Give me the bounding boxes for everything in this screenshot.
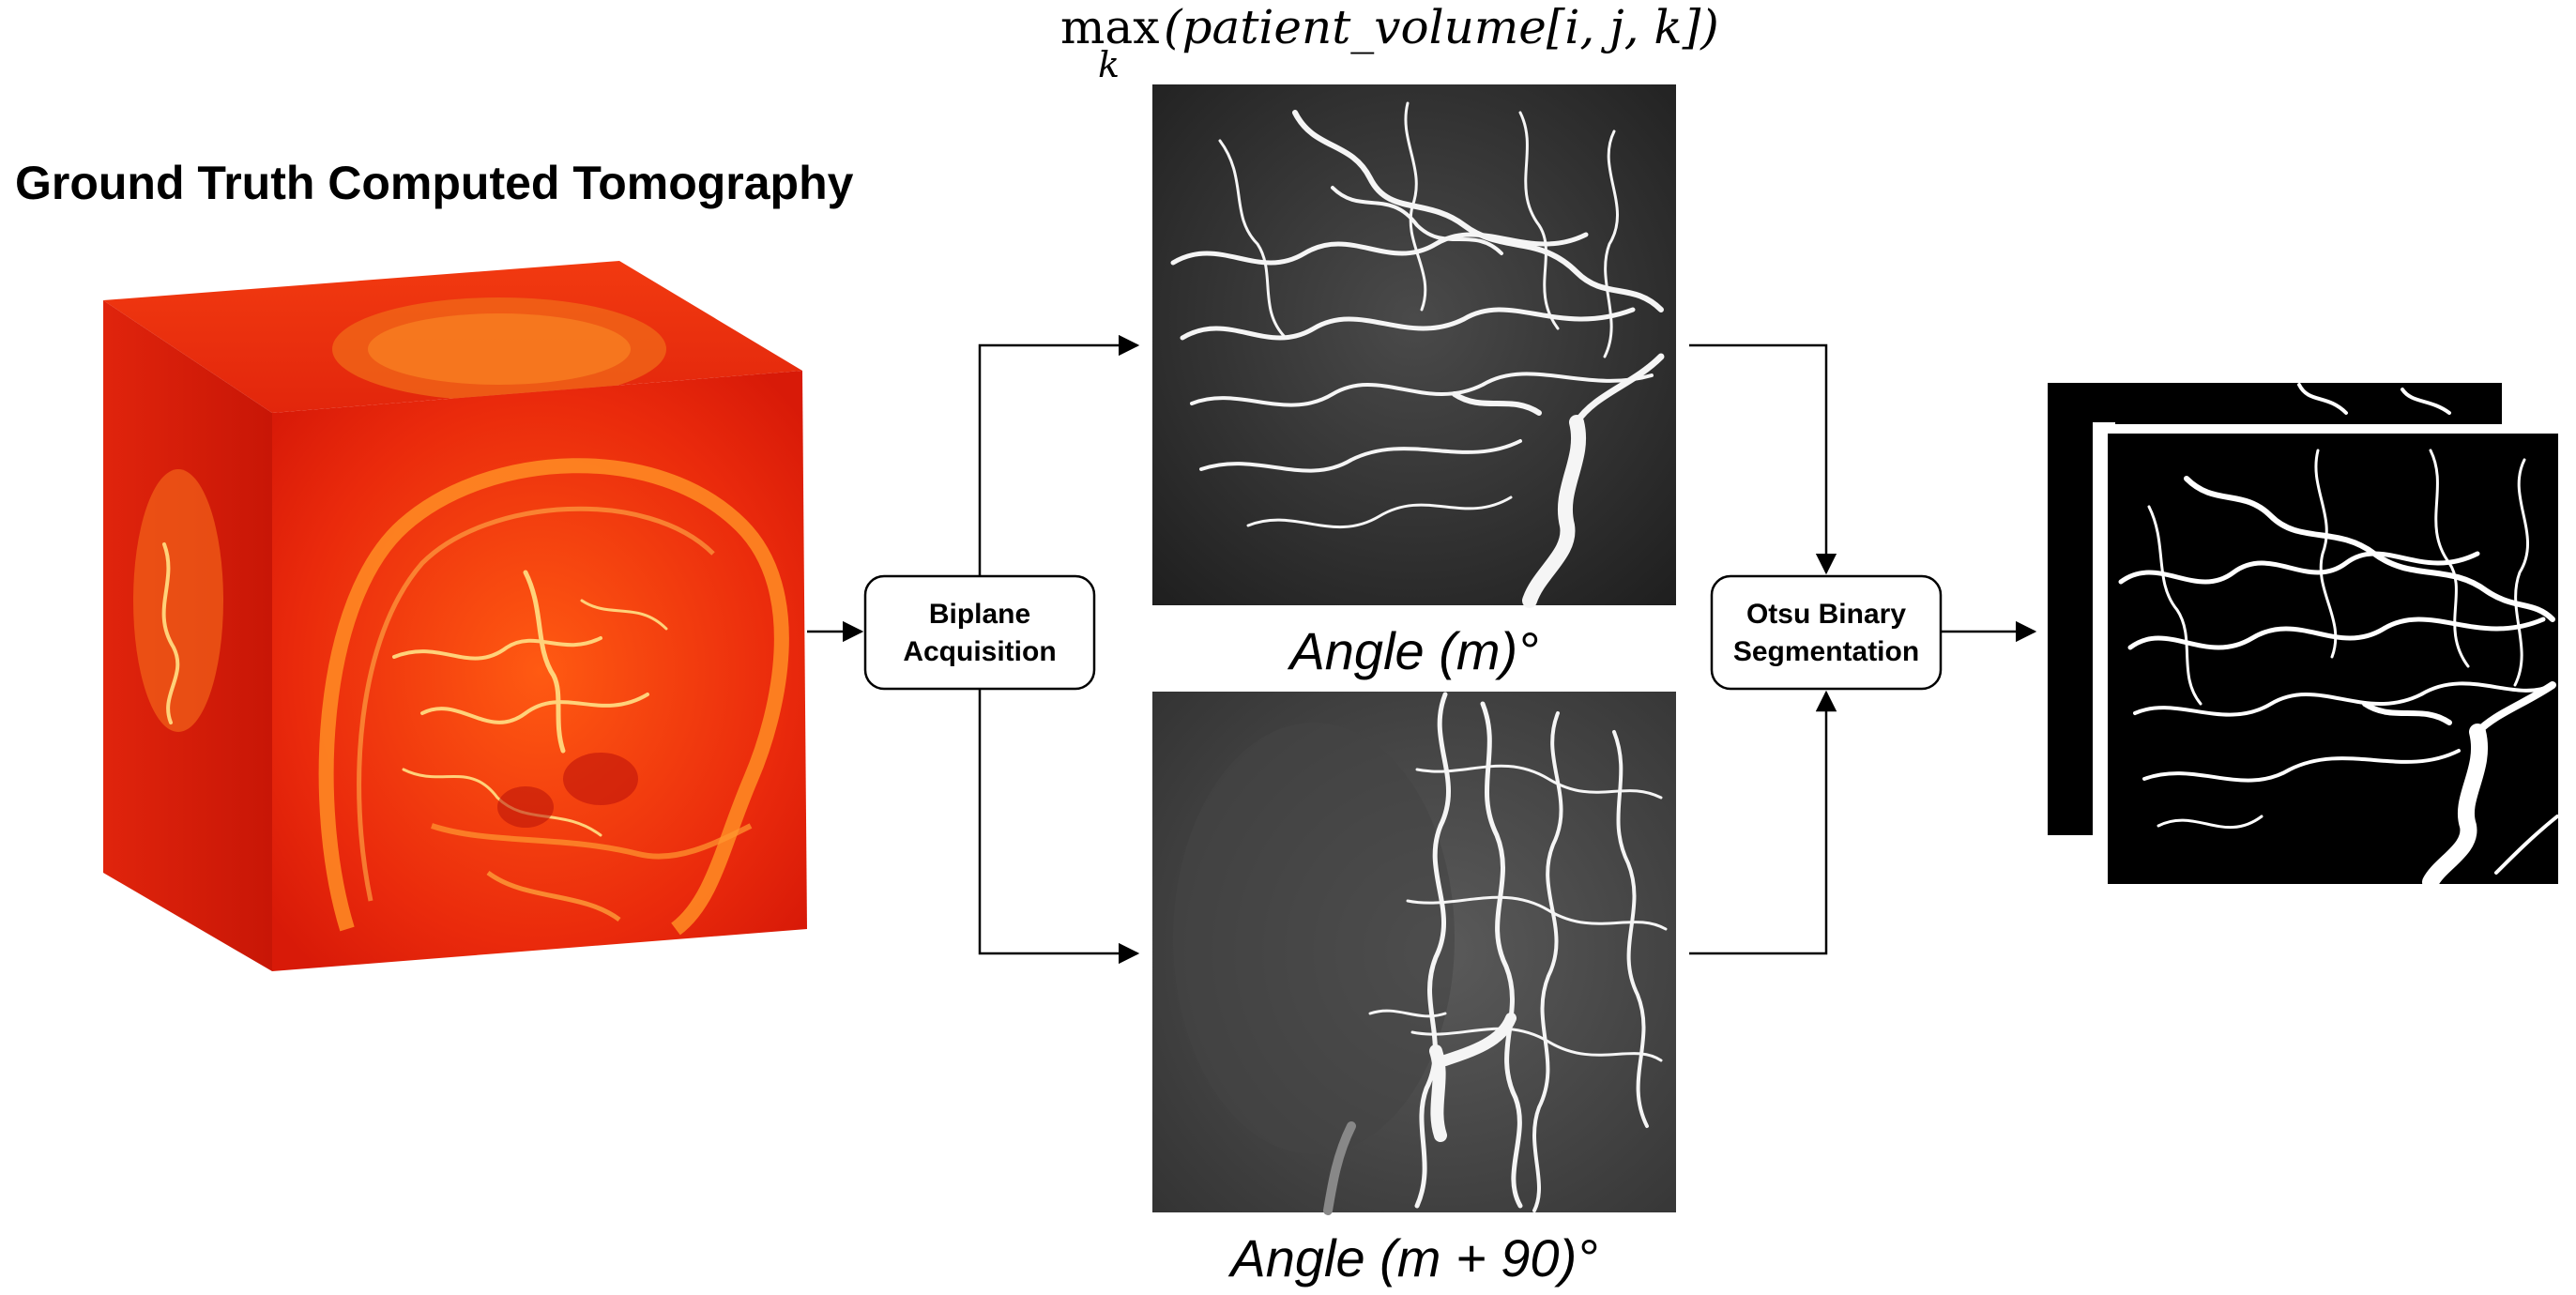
projection-angle-m-label: Angle (m)° [1287,621,1538,680]
mip-formula: max k (patient_volume[i, j, k]) [1060,0,1719,85]
formula-expression: (patient_volume[i, j, k]) [1164,0,1719,54]
segmentation-label-line1: Otsu Binary [1746,599,1906,630]
formula-subscript: k [1098,44,1120,85]
projection-angle-m90-image [1152,692,1676,1215]
projection-angle-m-image [1152,84,1676,608]
arrow-angle-m90-to-segmentation [1689,690,1837,955]
arrow-angle-m-to-segmentation [1689,343,1837,575]
ct-volume-cube [103,261,807,971]
biplane-acquisition-step: Biplane Acquisition [863,574,1096,691]
volume-title: Ground Truth Computed Tomography [15,157,854,209]
acquisition-label-line2: Acquisition [903,636,1056,667]
arrow-acquisition-to-angle-m [978,334,1140,576]
otsu-segmentation-step: Otsu Binary Segmentation [1710,574,1943,691]
binary-segmentation-output [2048,383,2564,891]
binary-mask-front [2108,434,2558,884]
projection-angle-m90-label: Angle (m + 90)° [1227,1228,1597,1287]
segmentation-label-line2: Segmentation [1733,636,1919,667]
formula-operator: max [1060,0,1159,54]
arrow-acquisition-to-angle-m90 [978,689,1140,965]
acquisition-label-line1: Biplane [929,599,1030,630]
